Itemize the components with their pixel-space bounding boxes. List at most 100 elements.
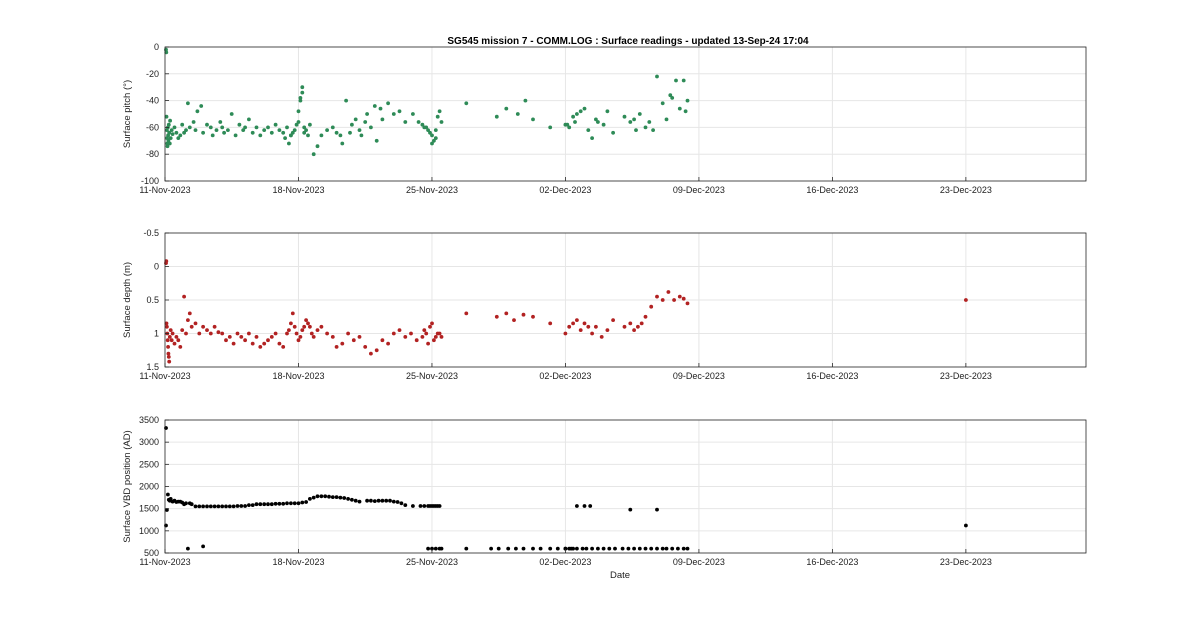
data-point	[214, 128, 219, 133]
data-point	[632, 117, 636, 122]
data-point	[277, 501, 282, 506]
data-point	[677, 294, 682, 299]
data-point	[567, 324, 572, 329]
data-point	[563, 546, 568, 551]
data-point	[464, 101, 469, 106]
data-point	[334, 495, 339, 499]
data-point	[575, 504, 579, 508]
data-point	[418, 504, 423, 508]
x-tick-label: 23-Dec-2023	[940, 371, 992, 381]
data-point	[208, 125, 213, 130]
data-point	[237, 122, 242, 127]
data-point	[289, 321, 293, 326]
data-point	[266, 502, 270, 507]
data-point	[182, 130, 187, 135]
data-point	[224, 504, 228, 509]
data-point	[287, 328, 291, 332]
data-point	[611, 318, 615, 322]
data-point	[422, 328, 427, 332]
x-tick-label: 25-Nov-2023	[406, 185, 458, 195]
data-point	[639, 321, 644, 326]
data-point	[300, 90, 305, 95]
data-point	[227, 504, 232, 509]
x-tick-label: 09-Dec-2023	[673, 557, 725, 567]
data-point	[391, 112, 396, 116]
data-point	[596, 546, 600, 551]
data-point	[235, 504, 240, 508]
data-point	[363, 120, 368, 124]
data-point	[296, 338, 301, 343]
data-point	[184, 331, 188, 336]
data-point	[464, 546, 469, 551]
data-point	[182, 294, 187, 299]
y-tick-label: 2500	[139, 459, 159, 469]
data-point	[571, 321, 575, 326]
depth-axes: 11-Nov-2023 18-Nov-2023 25-Nov-2023 02-Dec-…	[122, 228, 1087, 381]
data-point	[247, 503, 251, 507]
data-point	[433, 546, 438, 551]
data-point	[605, 328, 610, 332]
data-point	[420, 335, 425, 339]
data-point	[239, 335, 244, 339]
data-point	[186, 318, 190, 322]
data-point	[262, 502, 267, 507]
data-point	[319, 324, 324, 329]
data-point	[569, 546, 574, 551]
data-point	[660, 546, 665, 551]
data-point	[422, 504, 427, 508]
data-point	[292, 128, 297, 133]
data-point	[437, 546, 442, 551]
data-point	[439, 335, 444, 339]
data-point	[344, 98, 348, 103]
data-point	[309, 331, 314, 336]
data-point	[369, 125, 373, 130]
x-tick-label: 23-Dec-2023	[940, 557, 992, 567]
data-point	[376, 498, 381, 503]
data-point	[300, 328, 305, 332]
data-point	[374, 348, 379, 353]
data-point	[281, 345, 286, 349]
x-tick-label: 18-Nov-2023	[272, 557, 324, 567]
data-point	[391, 499, 396, 504]
data-point	[296, 120, 301, 124]
data-point	[218, 120, 223, 124]
data-point	[437, 504, 442, 508]
data-point	[308, 324, 312, 329]
data-point	[426, 546, 430, 551]
y-axis-label: Surface pitch (°)	[122, 80, 133, 148]
data-point	[208, 331, 213, 336]
x-tick-label: 23-Dec-2023	[940, 185, 992, 195]
data-point	[353, 117, 358, 122]
x-tick-label: 11-Nov-2023	[139, 557, 190, 567]
axes-frame	[164, 46, 1087, 182]
data-point	[167, 359, 172, 364]
data-point	[582, 504, 587, 508]
data-point	[216, 330, 221, 335]
data-point	[227, 335, 232, 339]
data-point	[254, 335, 259, 339]
data-point	[187, 311, 192, 316]
data-point	[193, 321, 198, 326]
data-point	[174, 335, 179, 339]
data-point	[170, 132, 175, 137]
data-point	[521, 312, 526, 317]
y-tick-label: 1500	[139, 504, 159, 514]
data-point	[430, 546, 434, 551]
data-point	[489, 546, 493, 551]
data-point	[165, 324, 169, 329]
data-point	[411, 112, 415, 116]
y-axis-label: Surface depth (m)	[122, 262, 133, 338]
data-point	[386, 101, 390, 106]
data-point	[399, 501, 404, 506]
data-point	[172, 125, 177, 130]
data-point	[216, 504, 221, 509]
data-point	[670, 546, 675, 551]
data-point	[575, 112, 579, 116]
vbd-axes: 11-Nov-2023 18-Nov-2023 25-Nov-2023 02-Dec-…	[122, 415, 1087, 567]
y-tick-label: 1000	[139, 526, 159, 536]
y-tick-label: 3500	[139, 415, 159, 425]
data-point	[243, 338, 248, 343]
data-point	[319, 133, 324, 138]
data-point	[330, 125, 335, 130]
data-point	[964, 298, 968, 302]
